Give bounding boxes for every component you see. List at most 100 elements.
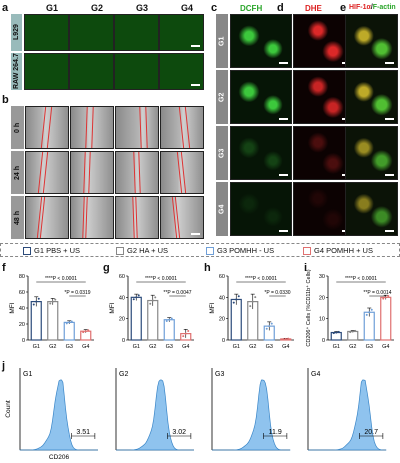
data-point-g [184, 332, 187, 335]
x-tick-label-i: G2 [349, 344, 356, 350]
micrograph-a-raw-g2 [69, 53, 114, 90]
x-tick-label-h: G2 [249, 344, 256, 350]
y-tick-label-f: 80 [19, 274, 25, 280]
sig-annotation-g: **P = 0.0047 [163, 290, 191, 296]
micrograph-a-raw-g1 [24, 53, 69, 90]
data-point-f [35, 300, 38, 303]
gate-value-G2: 3.02 [172, 429, 186, 436]
scratch-edge-line [180, 152, 187, 193]
scratch-edge-line [139, 107, 142, 148]
scratch-image-r1-g4 [160, 151, 204, 194]
sig-annotation-h: ****P < 0.0001 [245, 276, 277, 282]
scratch-image-r0-g2 [70, 106, 114, 149]
x-tick-label-f: G4 [82, 344, 89, 350]
data-point-i [382, 297, 385, 300]
y-tick-label-g: 40 [119, 295, 125, 301]
x-tick-label-g: G3 [166, 344, 173, 350]
fluor-image-hif-factin-g4 [345, 182, 398, 236]
row-label-cde-g2: G2 [216, 70, 228, 124]
panel-label-e: e [340, 2, 347, 14]
data-point-f [70, 320, 73, 323]
data-point-g [187, 330, 190, 333]
header-hif: HIF-1α [349, 4, 371, 11]
hist-y-label: Count [5, 400, 12, 418]
micrograph-a-l929-g1 [24, 14, 69, 51]
x-tick-label-f: G1 [33, 344, 40, 350]
row-label-48h: 48 h [11, 196, 24, 239]
scratch-edge-line [138, 152, 141, 193]
y-axis-label-f: MFI [9, 302, 16, 313]
bar-i-G4 [380, 296, 392, 341]
micrograph-a-l929-g2 [69, 14, 114, 51]
x-tick-label-i: G3 [366, 344, 373, 350]
x-tick-label-i: G4 [382, 344, 389, 350]
x-tick-label-i: G1 [333, 344, 340, 350]
data-point-i [332, 332, 335, 335]
header-factin: F-actin [372, 4, 396, 11]
fluor-image-dhe-g4 [293, 182, 355, 236]
scratch-edge-line [184, 107, 190, 148]
scratch-edge-line [85, 107, 89, 148]
histograms: G1 3.51 G2 3.02 G3 11.9 G4 20.7 Count CD206 [5, 368, 387, 461]
y-tick-label-i: 0 [322, 338, 325, 344]
data-point-h [282, 338, 285, 341]
col-header-g3-a: G3 [135, 3, 148, 13]
data-point-h [251, 300, 254, 303]
bar-charts: 0 20 40 60 80 MFI G1 G2 G3 G4 ****P < 0.0001 *P = 0… [9, 269, 394, 350]
y-tick-label-h: 60 [219, 274, 225, 280]
fluor-image-hif-factin-g1 [345, 14, 398, 68]
data-point-i [384, 296, 387, 299]
data-point-g [165, 320, 168, 323]
row-label-raw264: RAW 264.7 [11, 53, 22, 90]
histogram-G3 [212, 379, 291, 451]
micrograph-a-l929-g3 [114, 14, 159, 51]
hist-title-G2: G2 [119, 371, 128, 378]
data-point-h [284, 337, 287, 340]
bar-h-G1 [230, 298, 242, 341]
sig-annotation-i: ****P < 0.0001 [345, 276, 377, 282]
legend-label-g4: G4 POMHH + US [314, 246, 373, 255]
scratch-edge-line [133, 152, 137, 193]
col-header-g2-a: G2 [90, 3, 103, 13]
legend-swatch-g4 [303, 246, 311, 255]
y-tick-label-f: 60 [19, 290, 25, 296]
scratch-edge-line [42, 152, 48, 193]
bar-f-G1 [30, 300, 42, 341]
x-tick-label-h: G3 [266, 344, 273, 350]
scratch-image-r2-g1 [25, 196, 69, 239]
scratch-image-r1-g2 [70, 151, 114, 194]
panel-label-d: d [277, 2, 284, 14]
panel-label-b: b [2, 94, 9, 106]
scratch-image-r2-g3 [115, 196, 159, 239]
data-point-i [349, 331, 352, 334]
histogram-G2 [115, 379, 194, 451]
sig-annotation-g: ****P < 0.0001 [145, 276, 177, 282]
data-point-f [82, 331, 85, 334]
panel-label-j: j [2, 360, 6, 372]
y-tick-label-f: 40 [19, 306, 25, 312]
data-point-h [237, 295, 240, 298]
bar-g-G3 [163, 319, 175, 341]
bar-f-G2 [47, 300, 59, 341]
data-point-i [387, 295, 390, 298]
sig-annotation-f: *P = 0.0319 [64, 290, 90, 296]
fluor-image-dcfh-g2 [230, 70, 292, 124]
y-tick-label-g: 20 [119, 317, 125, 323]
data-point-i [368, 311, 371, 314]
header-slash: / [370, 4, 373, 11]
legend-item-g3: G3 POMHH - US [206, 246, 274, 255]
scratch-edge-line [135, 197, 138, 238]
panel-label-c: c [211, 2, 218, 14]
legend-swatch-g3 [206, 246, 214, 255]
hist-title-G1: G1 [23, 371, 32, 378]
data-point-f [54, 298, 57, 301]
legend: G1 PBS + US G2 HA + US G3 POMHH - US G4 … [0, 243, 400, 257]
data-point-g [151, 299, 154, 302]
row-label-cde-g1: G1 [216, 14, 228, 68]
y-tick-label-h: 40 [219, 295, 225, 301]
y-axis-label-i: CD206⁺ Cells (%CD11b⁺ Cells) [305, 269, 312, 346]
bar-g-G2 [147, 299, 159, 341]
scratch-edge-line [85, 197, 89, 238]
data-point-h [287, 337, 290, 340]
row-label-cde-g4: G4 [216, 182, 228, 236]
